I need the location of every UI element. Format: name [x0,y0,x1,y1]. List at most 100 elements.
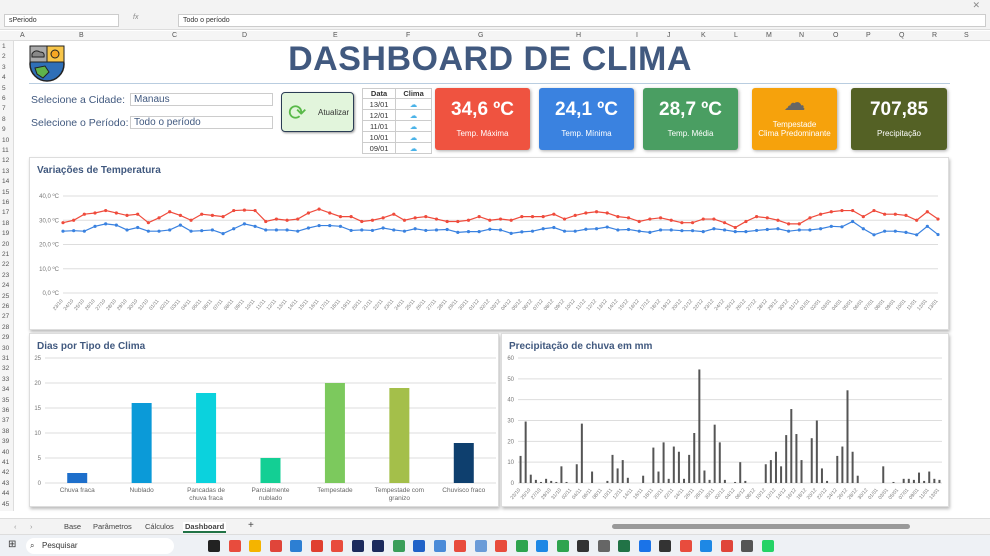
row-header[interactable]: 25 [2,292,10,300]
row-header[interactable]: 17 [2,209,10,217]
taskbar-app-icon[interactable] [269,540,282,552]
taskbar-app-icon[interactable] [700,540,712,552]
row-header[interactable]: 43 [2,479,10,487]
city-select[interactable]: Manaus [130,93,273,106]
taskbar-app-icon[interactable] [556,540,569,552]
taskbar-app-icon[interactable] [310,540,323,552]
column-header[interactable]: Q [899,32,905,39]
row-header[interactable]: 45 [2,500,10,508]
column-header[interactable]: K [701,32,706,39]
column-header[interactable]: A [20,32,25,39]
row-header[interactable]: 38 [2,427,10,435]
taskbar-app-icon[interactable] [495,540,507,552]
taskbar-app-icon[interactable] [331,540,343,552]
row-header[interactable]: 24 [2,282,10,290]
add-sheet-button[interactable]: + [248,520,254,531]
taskbar-app-icon[interactable] [638,540,651,552]
taskbar-app-icon[interactable] [720,540,733,552]
row-header[interactable]: 39 [2,438,10,446]
column-header[interactable]: S [964,32,969,39]
row-header[interactable]: 7 [2,105,6,113]
taskbar-app-icon[interactable] [515,540,528,552]
taskbar-app-icon[interactable] [618,540,630,552]
row-header[interactable]: 26 [2,303,10,310]
row-header[interactable]: 14 [2,178,10,186]
row-header[interactable]: 36 [2,407,10,414]
taskbar-app-icon[interactable] [351,540,364,552]
tab-dashboard[interactable]: Dashboard [183,522,227,533]
tab-parametros[interactable]: Parâmetros [93,522,132,531]
row-header[interactable]: 30 [2,344,10,352]
close-icon[interactable]: ✕ [972,0,980,10]
column-header[interactable]: F [406,32,411,39]
taskbar-app-icon[interactable] [228,540,241,552]
row-header[interactable]: 4 [2,74,6,82]
column-header[interactable]: J [667,32,671,39]
taskbar-app-icon[interactable] [372,540,384,552]
horizontal-scrollbar[interactable] [612,524,910,529]
column-header[interactable]: C [172,32,178,39]
row-header[interactable]: 10 [2,136,10,144]
taskbar-app-icon[interactable] [761,540,774,552]
row-header[interactable]: 16 [2,199,10,206]
taskbar-app-icon[interactable] [474,540,487,552]
taskbar-app-icon[interactable] [659,540,671,552]
formula-input[interactable]: Todo o período [178,14,986,27]
taskbar-app-icon[interactable] [536,540,548,552]
row-header[interactable]: 40 [2,448,10,456]
prev-sheet-icon[interactable]: ‹ [14,522,17,531]
taskbar-app-icon[interactable] [679,540,692,552]
row-header[interactable]: 35 [2,396,10,404]
column-header[interactable]: G [478,32,484,39]
column-header[interactable]: E [333,32,338,39]
taskbar-app-icon[interactable] [454,540,466,552]
row-header[interactable]: 6 [2,95,6,102]
fx-icon[interactable]: fx [133,14,139,21]
column-header[interactable]: P [866,32,871,39]
taskbar-app-icon[interactable] [208,540,220,552]
row-header[interactable]: 33 [2,375,10,383]
taskbar-app-icon[interactable] [392,540,405,552]
row-header[interactable]: 2 [2,53,6,61]
taskbar-search[interactable]: ⌕ Pesquisar [26,538,174,554]
taskbar-app-icon[interactable] [290,540,302,552]
taskbar-app-icon[interactable] [577,540,589,552]
row-header[interactable]: 12 [2,157,10,165]
row-header[interactable]: 13 [2,167,10,175]
row-header[interactable]: 37 [2,417,10,425]
row-header[interactable]: 31 [2,355,10,362]
row-header[interactable]: 5 [2,84,6,92]
taskbar-app-icon[interactable] [741,540,753,552]
row-header[interactable]: 18 [2,219,10,227]
row-header[interactable]: 9 [2,126,6,134]
row-header[interactable]: 15 [2,188,10,196]
row-header[interactable]: 19 [2,230,10,238]
row-header[interactable]: 44 [2,490,10,498]
tab-calculos[interactable]: Cálculos [145,522,174,531]
row-header[interactable]: 8 [2,115,6,123]
row-header[interactable]: 21 [2,251,10,258]
row-header[interactable]: 42 [2,469,10,477]
column-header[interactable]: D [242,32,248,39]
column-header[interactable]: B [79,32,84,39]
column-header[interactable]: H [576,32,582,39]
period-select[interactable]: Todo o período [130,116,273,129]
windows-start-icon[interactable]: ⊞ [8,539,17,550]
next-sheet-icon[interactable]: › [30,522,33,531]
column-header[interactable]: L [734,32,738,39]
column-header[interactable]: I [636,32,638,39]
row-header[interactable]: 27 [2,313,10,321]
name-box[interactable]: sPeriodo [4,14,119,27]
row-header[interactable]: 41 [2,459,10,466]
taskbar-app-icon[interactable] [597,540,610,552]
row-header[interactable]: 23 [2,271,10,279]
row-header[interactable]: 34 [2,386,10,394]
row-header[interactable]: 1 [2,43,6,50]
taskbar-app-icon[interactable] [433,540,446,552]
row-header[interactable]: 11 [2,147,9,154]
column-header[interactable]: R [932,32,938,39]
row-header[interactable]: 22 [2,261,10,269]
column-header[interactable]: M [766,32,772,39]
row-header[interactable]: 3 [2,63,6,71]
column-header[interactable]: N [799,32,805,39]
